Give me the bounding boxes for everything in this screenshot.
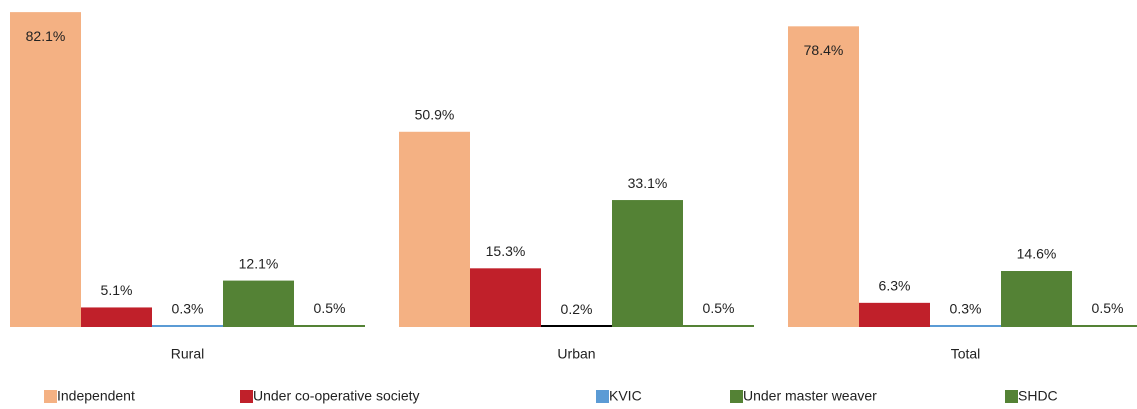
legend-label: Independent <box>57 388 135 404</box>
x-tick-label: Rural <box>171 346 204 362</box>
bar <box>470 268 541 327</box>
bar <box>788 26 859 328</box>
legend-swatch <box>44 390 57 403</box>
x-tick-label: Total <box>951 346 981 362</box>
bar <box>399 131 470 327</box>
data-label: 0.3% <box>172 301 204 317</box>
bar <box>683 325 754 327</box>
legend-label: Under master weaver <box>743 388 877 404</box>
legend-label: Under co-operative society <box>253 388 420 404</box>
legend-swatch <box>730 390 743 403</box>
bar <box>1001 271 1072 327</box>
legend-swatch <box>1005 390 1018 403</box>
x-tick-label: Urban <box>557 346 595 362</box>
data-label: 6.3% <box>879 278 911 294</box>
data-label: 12.1% <box>239 255 279 271</box>
bar <box>541 325 612 327</box>
data-label: 0.5% <box>703 300 735 316</box>
data-label: 50.9% <box>415 106 455 122</box>
bar <box>81 307 152 327</box>
data-label: 82.1% <box>26 28 66 44</box>
legend-label: SHDC <box>1018 388 1058 404</box>
data-label: 0.2% <box>561 301 593 317</box>
bar <box>612 200 683 327</box>
data-label: 15.3% <box>486 243 526 259</box>
data-label: 78.4% <box>804 42 844 58</box>
bar <box>10 12 81 328</box>
bar <box>152 325 223 327</box>
data-label: 14.6% <box>1017 246 1057 262</box>
data-label: 0.5% <box>1092 300 1124 316</box>
legend-swatch <box>240 390 253 403</box>
data-label: 0.5% <box>314 300 346 316</box>
legend-label: KVIC <box>609 388 642 404</box>
bar <box>859 302 930 327</box>
data-label: 5.1% <box>101 282 133 298</box>
data-label: 33.1% <box>628 175 668 191</box>
legend-swatch <box>596 390 609 403</box>
bar <box>223 280 294 327</box>
bar <box>1072 325 1137 327</box>
bar <box>294 325 365 327</box>
bar <box>930 325 1001 327</box>
data-label: 0.3% <box>950 301 982 317</box>
